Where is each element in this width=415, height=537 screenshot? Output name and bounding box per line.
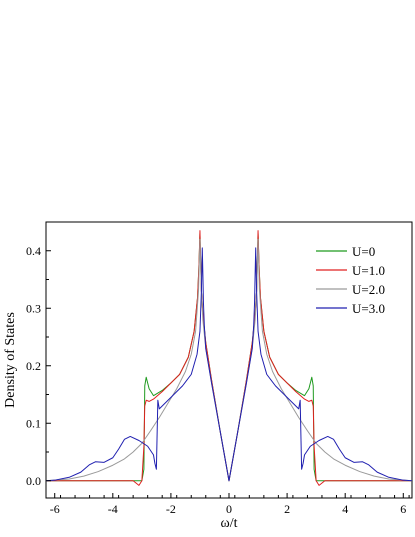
y-axis-label: Density of States [3, 312, 18, 408]
legend-label: U=1.0 [352, 263, 385, 278]
x-tick-label: 0 [226, 502, 232, 516]
y-tick-label: 0.0 [26, 474, 41, 488]
axes-layer: -6 -4 -2 0 2 4 6 0.0 0.1 0.2 0.3 0.4 [26, 221, 410, 516]
legend-label: U=0 [352, 244, 375, 259]
legend-label: U=2.0 [352, 282, 385, 297]
x-tick-label: 4 [342, 502, 348, 516]
series-line-4 [45, 247, 413, 482]
x-tick-label: -2 [166, 502, 176, 516]
series-layer [45, 230, 413, 486]
y-tick-label: 0.4 [26, 244, 41, 258]
legend: U=0 U=1.0 U=2.0 U=3.0 [316, 244, 385, 316]
x-tick-label: 2 [284, 502, 290, 516]
x-tick-label: -4 [108, 502, 118, 516]
x-axis-label: ω/t [221, 516, 238, 531]
legend-label: U=3.0 [352, 301, 385, 316]
y-tick-label: 0.2 [26, 359, 41, 373]
y-tick-label: 0.3 [26, 301, 41, 315]
x-tick-label: -6 [50, 502, 60, 516]
y-tick-label: 0.1 [26, 416, 41, 430]
x-tick-label: 6 [400, 502, 406, 516]
